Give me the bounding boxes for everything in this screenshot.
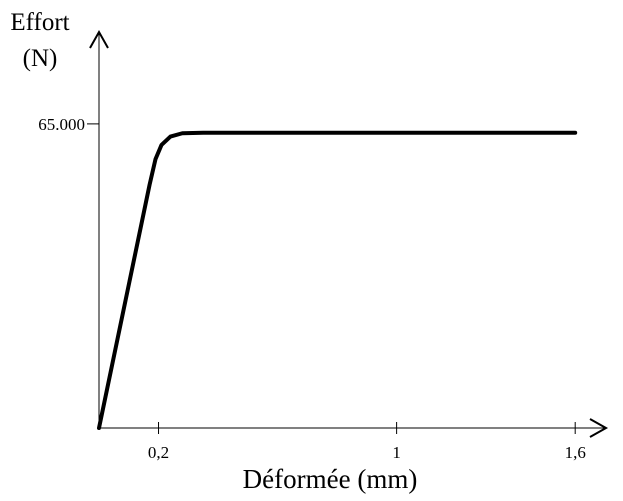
x-axis-arrow (589, 418, 609, 438)
y-tick-label: 65.000 (38, 115, 85, 134)
y-axis-label: Effort (10, 9, 69, 36)
x-tick-label: 1,6 (565, 443, 586, 462)
x-tick-label: 1 (392, 443, 401, 462)
y-axis-label: (N) (23, 45, 58, 72)
x-tick-label: 0,2 (148, 443, 169, 462)
y-axis-arrow (89, 29, 109, 49)
line (97, 130, 578, 430)
x-axis-label: Déformée (mm) (243, 464, 418, 494)
